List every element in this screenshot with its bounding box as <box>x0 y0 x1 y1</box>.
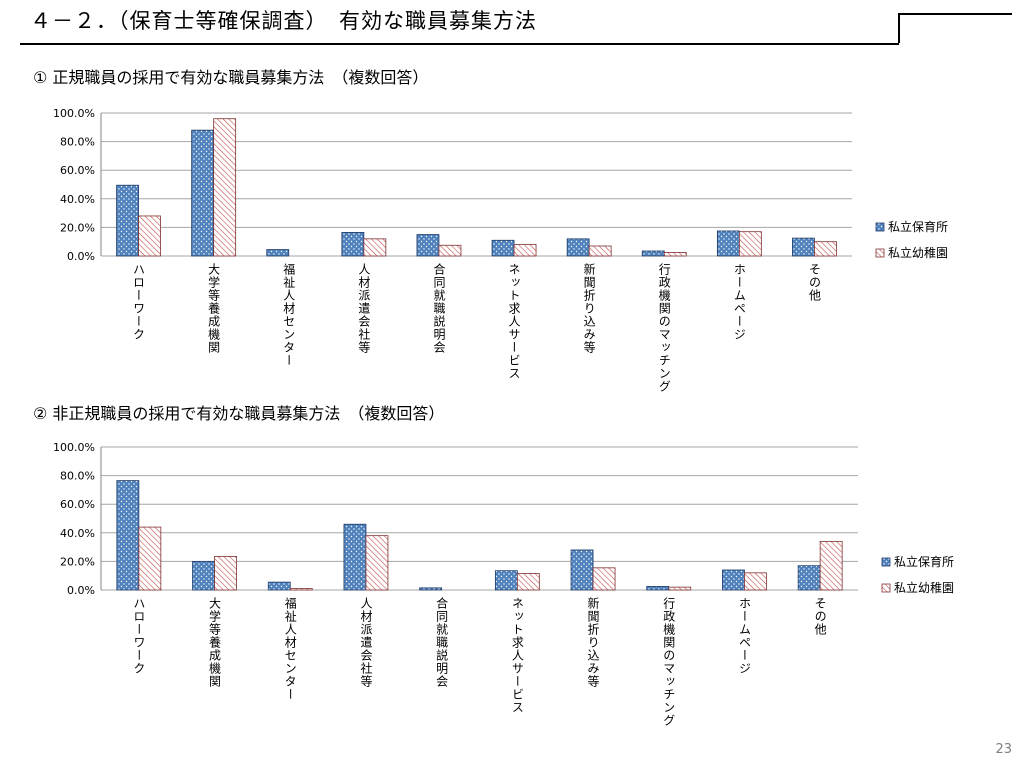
legend-label-kindergarten: 私立幼稚園 <box>894 580 954 595</box>
page-title: ４－２．（保育士等確保調査） 有効な職員募集方法 <box>30 9 537 33</box>
y-tick-label: 0.0% <box>67 250 95 263</box>
bar-nursery <box>191 129 215 257</box>
legend-swatch-kindergarten <box>875 248 885 258</box>
x-tick-label: 合同就職説明会 <box>435 596 449 688</box>
bar-nursery <box>267 581 291 591</box>
bar-kindergarten <box>668 586 692 591</box>
y-tick-label: 100.0% <box>53 107 95 120</box>
bar-kindergarten <box>814 241 837 257</box>
legend-label-kindergarten: 私立幼稚園 <box>888 245 948 260</box>
x-tick-label: 新聞折り込み等 <box>586 596 600 688</box>
bar-nursery <box>266 249 290 257</box>
legend-swatch-nursery <box>875 222 885 232</box>
bar-kindergarten <box>214 555 237 591</box>
bar-kindergarten <box>138 526 162 591</box>
x-tick-label: ネット求人サービス <box>510 597 524 714</box>
x-tick-label: その他 <box>813 597 827 636</box>
x-tick-label: ホームページ <box>732 263 746 341</box>
bar-kindergarten <box>438 244 462 257</box>
bar-kindergarten <box>365 535 389 591</box>
title-corner-frame <box>898 13 1012 43</box>
x-tick-label: ホームページ <box>737 597 751 675</box>
bar-nursery <box>797 565 821 591</box>
x-tick-label: その他 <box>807 263 821 302</box>
bar-nursery <box>570 549 594 591</box>
bar-kindergarten <box>588 245 612 257</box>
bar-kindergarten <box>819 540 843 591</box>
bar-nursery <box>419 587 443 591</box>
x-tick-label: 新聞折り込み等 <box>582 262 596 354</box>
legend-swatch-nursery <box>881 557 891 567</box>
x-tick-label: 行政機関のマッチング <box>657 263 671 393</box>
y-tick-label: 60.0% <box>60 498 95 511</box>
bar-nursery <box>641 250 665 257</box>
x-tick-label: 福祉人材センター <box>283 596 297 701</box>
page-number: 23 <box>995 742 1012 757</box>
x-tick-label: 行政機関のマッチング <box>662 597 676 727</box>
y-tick-label: 80.0% <box>60 136 95 149</box>
y-tick-label: 80.0% <box>60 470 95 483</box>
x-tick-label: 大学等養成機関 <box>208 597 222 688</box>
bar-kindergarten <box>363 238 387 257</box>
y-tick-label: 40.0% <box>60 527 95 540</box>
legend-label-nursery: 私立保育所 <box>888 219 948 234</box>
bar-kindergarten <box>744 572 767 591</box>
legend-swatch-kindergarten <box>881 583 891 593</box>
x-tick-label: 福祉人材センター <box>282 262 296 367</box>
x-tick-label: 合同就職説明会 <box>432 262 446 354</box>
bar-nursery <box>343 523 367 591</box>
x-tick-label: 大学等養成機関 <box>207 263 221 354</box>
bar-nursery <box>646 586 670 591</box>
title-underline <box>20 43 899 45</box>
bar-kindergarten <box>513 244 537 257</box>
x-tick-label: 人材派遣会社等 <box>359 597 373 688</box>
x-tick-label: ネット求人サービス <box>507 263 521 380</box>
chart-regular-staff: 0.0% 20.0% 40.0% 60.0% 80.0% 100.0% ハローワーク 大学等養… <box>53 107 948 393</box>
bar-kindergarten <box>738 231 762 257</box>
bar-kindergarten <box>289 588 313 591</box>
bar-nursery <box>566 238 590 257</box>
bar-nursery <box>341 232 365 257</box>
bar-kindergarten <box>592 567 616 591</box>
x-tick-label: 人材派遣会社等 <box>357 263 371 354</box>
y-tick-label: 40.0% <box>60 193 95 206</box>
bar-nursery <box>716 230 740 257</box>
section1-title: ① 正規職員の採用で有効な職員募集方法 （複数回答） <box>33 68 429 87</box>
bar-nursery <box>722 569 745 591</box>
x-tick-label: ハローワーク <box>132 263 146 341</box>
bar-nursery <box>116 480 140 591</box>
bar-nursery <box>116 184 139 257</box>
y-tick-label: 0.0% <box>67 584 95 597</box>
legend-label-nursery: 私立保育所 <box>894 554 954 569</box>
bar-nursery <box>416 234 440 257</box>
bar-kindergarten <box>516 573 540 591</box>
bar-nursery <box>494 570 518 591</box>
chart-nonregular-staff: 0.0% 20.0% 40.0% 60.0% 80.0% 100.0% ハローワーク 大学等養… <box>53 441 954 727</box>
y-tick-label: 60.0% <box>60 164 95 177</box>
bar-kindergarten <box>213 118 237 257</box>
bar-kindergarten <box>663 252 687 257</box>
x-tick-label: ハローワーク <box>132 597 146 675</box>
bar-nursery <box>491 239 515 257</box>
y-tick-label: 20.0% <box>60 555 95 568</box>
y-tick-label: 100.0% <box>53 441 95 454</box>
section2-title: ② 非正規職員の採用で有効な職員募集方法 （複数回答） <box>33 404 445 423</box>
bar-nursery <box>792 237 815 257</box>
bar-nursery <box>192 561 215 591</box>
bar-kindergarten <box>138 215 161 257</box>
y-tick-label: 20.0% <box>60 221 95 234</box>
